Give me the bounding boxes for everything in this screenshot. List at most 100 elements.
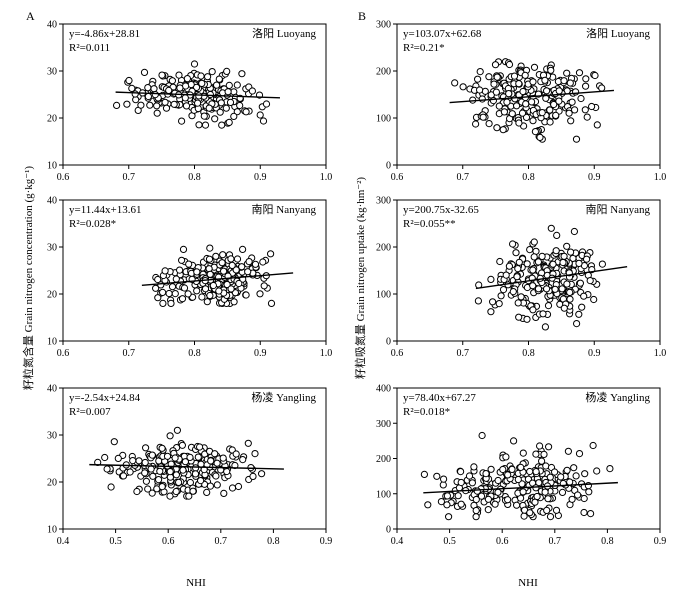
x-tick-label: 0.9 xyxy=(654,536,667,547)
data-point xyxy=(490,80,498,88)
y-tick-label: 0 xyxy=(386,337,391,348)
data-point xyxy=(474,75,482,83)
r-squared-label: R²=0.018* xyxy=(403,406,450,418)
data-point xyxy=(228,261,236,269)
data-point xyxy=(249,472,257,480)
data-point xyxy=(538,252,546,260)
panel-letter-a: A xyxy=(26,9,35,23)
data-point xyxy=(224,88,232,96)
data-point xyxy=(528,98,536,106)
data-point xyxy=(161,267,169,275)
data-point xyxy=(517,293,525,301)
data-point xyxy=(546,513,555,521)
data-point xyxy=(580,494,588,503)
data-point xyxy=(552,247,560,255)
data-point xyxy=(508,465,516,473)
y-tick-label: 0 xyxy=(386,161,391,172)
data-point xyxy=(541,323,550,331)
data-point xyxy=(218,121,226,129)
data-point xyxy=(578,303,586,311)
data-point xyxy=(519,87,527,96)
data-point xyxy=(598,260,607,268)
data-point xyxy=(499,126,507,134)
data-point xyxy=(208,68,216,76)
data-point xyxy=(128,84,136,93)
data-point xyxy=(505,60,514,69)
data-point xyxy=(510,72,519,80)
data-point xyxy=(509,288,517,296)
data-point xyxy=(568,495,576,503)
data-point xyxy=(171,454,179,462)
data-point xyxy=(536,442,544,450)
data-point xyxy=(553,231,561,239)
data-point xyxy=(560,77,568,85)
scatter-panel-a-3: 0.4 0.5 0.6 0.7 0.8 0.9 10 20 30 40 y=-2.54x+24.84… xyxy=(47,384,332,548)
data-point xyxy=(238,70,246,78)
data-point xyxy=(153,109,161,117)
x-tick-label: 0.7 xyxy=(457,172,470,183)
data-point xyxy=(591,71,599,80)
data-point xyxy=(184,290,192,298)
data-point xyxy=(503,98,511,106)
r-squared-label: R²=0.011 xyxy=(69,42,110,54)
data-point xyxy=(522,113,531,122)
data-point xyxy=(517,463,525,471)
data-point xyxy=(140,68,149,77)
x-tick-label: 0.6 xyxy=(391,172,404,183)
x-tick-label: 0.9 xyxy=(588,172,601,183)
data-point xyxy=(472,506,480,515)
data-point xyxy=(508,110,516,118)
data-point xyxy=(216,108,224,116)
data-point xyxy=(514,299,522,307)
y-tick-label: 30 xyxy=(47,431,57,442)
data-point xyxy=(153,102,161,110)
data-point xyxy=(538,457,546,465)
data-point xyxy=(493,73,501,81)
y-tick-label: 20 xyxy=(47,478,57,489)
data-point xyxy=(570,464,578,472)
data-point xyxy=(484,495,492,503)
data-point xyxy=(155,476,163,484)
data-point xyxy=(586,277,594,285)
scatter-panel-a-2: 0.6 0.7 0.8 0.9 1.0 10 20 30 40 y=11.44x+13.61 R²=… xyxy=(47,196,332,360)
data-point xyxy=(181,94,189,102)
data-point xyxy=(259,117,268,125)
data-point xyxy=(235,279,243,288)
data-point xyxy=(212,252,220,260)
data-point xyxy=(204,73,212,81)
x-tick-label: 0.7 xyxy=(123,348,136,359)
scatter-panel-b-1: 0.6 0.7 0.8 0.9 1.0 0 100 200 300 y=103.07x+62.68… xyxy=(376,20,666,184)
data-point xyxy=(148,489,156,497)
y-tick-label: 40 xyxy=(47,384,57,395)
data-point xyxy=(543,506,551,514)
scatter-points xyxy=(94,426,266,500)
data-point xyxy=(531,128,540,136)
data-point xyxy=(499,286,508,294)
data-point xyxy=(211,115,219,123)
data-point xyxy=(206,482,214,490)
data-point xyxy=(191,470,200,478)
data-point xyxy=(589,441,597,450)
data-point xyxy=(172,471,180,479)
x-tick-label: 0.4 xyxy=(57,536,70,547)
site-title: 洛阳 Luoyang xyxy=(252,26,316,40)
data-point xyxy=(582,82,590,90)
site-title: 洛阳 Luoyang xyxy=(586,26,650,40)
data-point xyxy=(531,498,539,506)
data-point xyxy=(144,84,152,92)
data-point xyxy=(530,238,538,246)
data-point xyxy=(529,306,537,314)
data-point xyxy=(566,478,574,486)
data-point xyxy=(583,255,591,263)
data-point xyxy=(484,506,492,514)
x-tick-label: 0.9 xyxy=(254,348,267,359)
data-point xyxy=(551,468,559,476)
scatter-points xyxy=(474,224,607,331)
data-point xyxy=(457,478,465,487)
data-point xyxy=(437,498,445,506)
data-point xyxy=(504,471,512,479)
data-point xyxy=(499,465,507,474)
x-tick-label: 0.8 xyxy=(188,172,201,183)
data-point xyxy=(443,501,451,509)
data-point xyxy=(213,81,221,89)
